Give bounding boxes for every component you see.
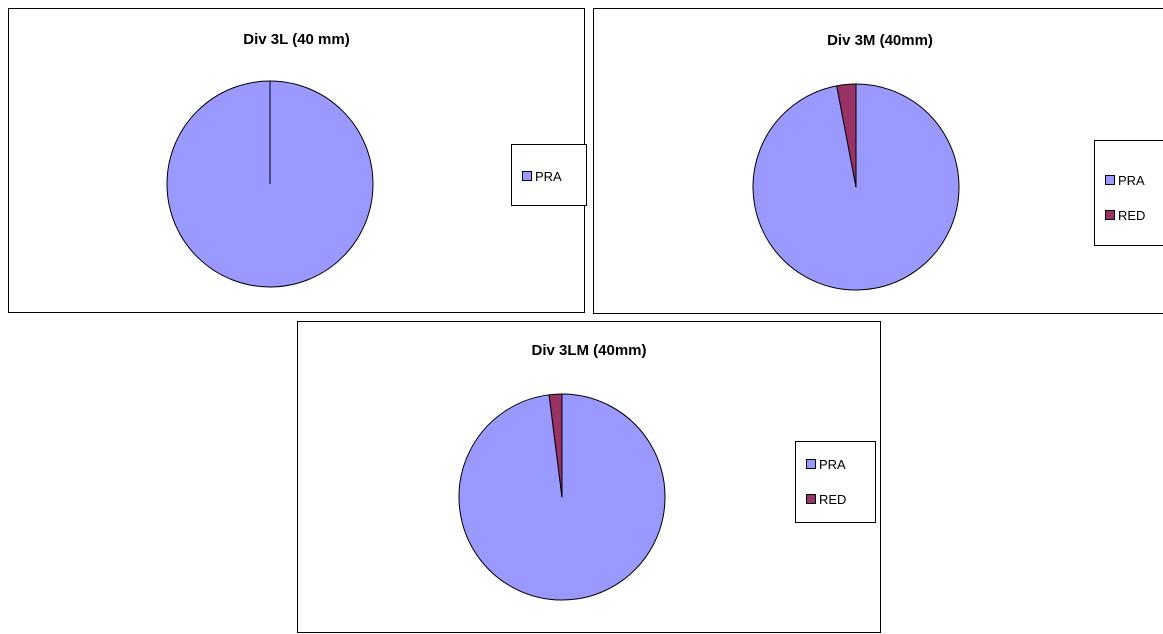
pie-plot-area xyxy=(166,80,374,288)
legend-item-pra: PRA xyxy=(1105,172,1145,188)
legend-item-pra: PRA xyxy=(522,168,562,184)
legend-swatch-pra xyxy=(522,171,532,181)
legend-swatch-pra xyxy=(1105,175,1115,185)
pie-slice-red xyxy=(548,393,563,498)
legend-item-red: RED xyxy=(806,491,847,507)
pie-chart-div-3l: Div 3L (40 mm) PRA xyxy=(8,8,587,313)
legend-item-pra: PRA xyxy=(806,456,846,472)
chart-title: Div 3L (40 mm) xyxy=(243,31,350,48)
pie-plot-area xyxy=(458,393,666,601)
chart-legend: PRA RED xyxy=(795,441,876,523)
legend-label-red: RED xyxy=(819,491,847,507)
chart-legend: PRA xyxy=(511,144,587,206)
legend-label-pra: PRA xyxy=(535,168,562,184)
pie-plot-area xyxy=(752,83,960,291)
pie-chart-div-3m: Div 3M (40mm) PRA RED xyxy=(593,8,1163,314)
legend-swatch-pra xyxy=(806,459,816,469)
legend-item-red: RED xyxy=(1105,207,1146,223)
legend-label-pra: PRA xyxy=(819,456,846,472)
chart-title: Div 3LM (40mm) xyxy=(531,342,647,359)
chart-legend: PRA RED xyxy=(1094,140,1163,246)
legend-label-red: RED xyxy=(1118,207,1146,223)
legend-swatch-red xyxy=(806,494,816,504)
legend-swatch-red xyxy=(1105,210,1115,220)
pie-chart-div-3lm: Div 3LM (40mm) PRA RED xyxy=(297,321,881,633)
chart-title: Div 3M (40mm) xyxy=(827,32,933,49)
pie-slice-red xyxy=(836,83,857,188)
legend-label-pra: PRA xyxy=(1118,172,1145,188)
